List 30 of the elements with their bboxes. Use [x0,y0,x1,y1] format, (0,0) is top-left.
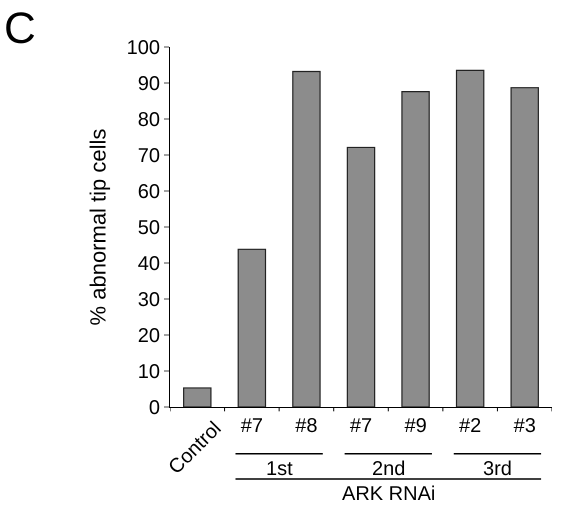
y-tick-label: 60 [138,181,160,203]
bar [401,91,430,407]
text: 3rd [483,458,512,480]
y-tick-label: 0 [148,397,160,419]
text: ARK RNAi [342,483,436,505]
y-axis-title: % abnormal tip cells [85,128,110,326]
y-tick-label: 40 [138,253,160,275]
x-tick-label: #7 [240,415,263,437]
x-tick-label: #7 [350,415,372,437]
x-tick-label: #8 [295,415,318,437]
text: 1st [266,458,294,480]
text: C [4,4,36,53]
bar [238,248,266,407]
x-tick-label: #2 [459,415,482,437]
y-tick-label: 20 [138,325,160,347]
bar [183,387,212,407]
y-tick-label: 30 [138,289,160,311]
y-tick-label: 10 [138,361,160,383]
y-tick-label: 50 [138,217,160,239]
bar [346,146,376,407]
y-tick-label: 70 [138,145,160,167]
bar [510,87,539,407]
x-tick-label: #9 [404,415,427,437]
x-tick-label: #3 [514,415,536,437]
y-tick-label: 80 [138,109,160,131]
y-tick-label: 90 [138,73,160,95]
text: 2nd [372,458,406,480]
bar [456,70,484,407]
y-tick-label: 100 [126,37,160,59]
bar [292,70,321,407]
